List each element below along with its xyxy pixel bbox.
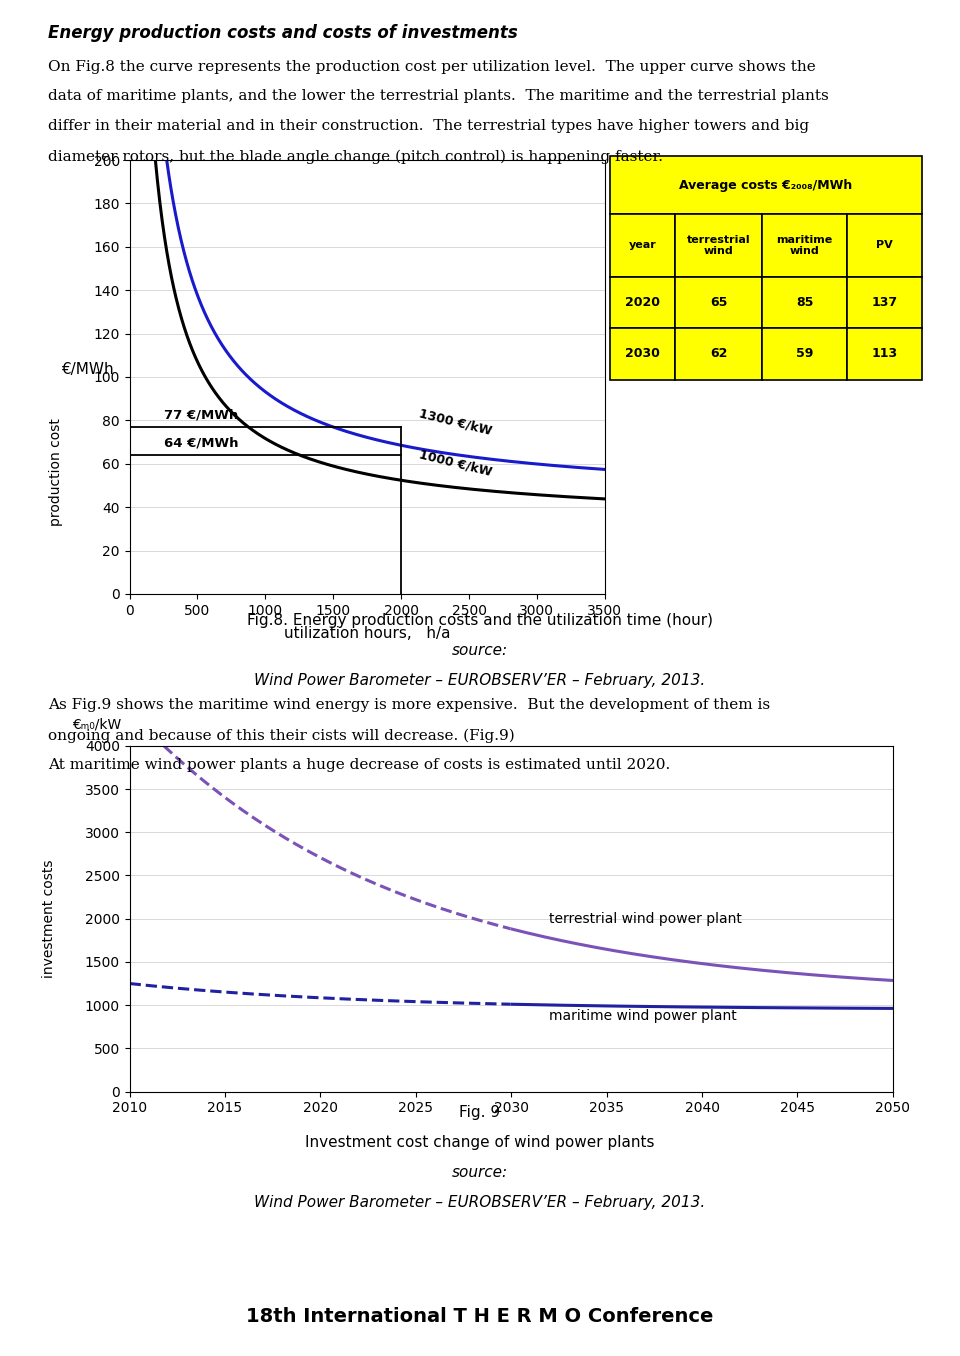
Text: 65: 65 <box>710 296 728 309</box>
Text: data of maritime plants, and the lower the terrestrial plants.  The maritime and: data of maritime plants, and the lower t… <box>48 89 828 103</box>
Text: Wind Power Barometer – EUROBSERV’ER – February, 2013.: Wind Power Barometer – EUROBSERV’ER – Fe… <box>254 673 706 687</box>
Bar <box>610 214 675 277</box>
Bar <box>675 328 762 380</box>
Text: investment costs: investment costs <box>42 860 57 978</box>
Text: 2030: 2030 <box>625 347 660 361</box>
Text: terrestrial
wind: terrestrial wind <box>687 235 751 256</box>
Bar <box>762 277 847 328</box>
Text: On Fig.8 the curve represents the production cost per utilization level.  The up: On Fig.8 the curve represents the produc… <box>48 60 816 73</box>
Bar <box>762 214 847 277</box>
Text: production cost: production cost <box>49 419 63 526</box>
Text: Fig. 9: Fig. 9 <box>460 1105 500 1120</box>
Bar <box>610 328 675 380</box>
Text: Wind Power Barometer – EUROBSERV’ER – February, 2013.: Wind Power Barometer – EUROBSERV’ER – Fe… <box>254 1195 706 1210</box>
Text: 137: 137 <box>871 296 898 309</box>
Text: 18th International T H E R M O Conference: 18th International T H E R M O Conferenc… <box>247 1307 713 1326</box>
Text: 1300 €/kW: 1300 €/kW <box>418 407 493 438</box>
Bar <box>847 328 922 380</box>
Text: 113: 113 <box>871 347 898 361</box>
Text: source:: source: <box>452 1165 508 1180</box>
Text: ongoing and because of this their cists will decrease. (Fig.9): ongoing and because of this their cists … <box>48 728 515 743</box>
Text: €ₘ₀/kW: €ₘ₀/kW <box>72 717 122 732</box>
Bar <box>675 277 762 328</box>
Bar <box>675 214 762 277</box>
Text: 2020: 2020 <box>625 296 660 309</box>
Text: 64 €/MWh: 64 €/MWh <box>163 437 238 450</box>
Text: maritime wind power plant: maritime wind power plant <box>549 1009 737 1024</box>
Text: Average costs €₂₀₀₈/MWh: Average costs €₂₀₀₈/MWh <box>679 179 852 191</box>
Text: terrestrial wind power plant: terrestrial wind power plant <box>549 911 742 926</box>
X-axis label: utilization hours,   h/a: utilization hours, h/a <box>284 626 450 641</box>
Bar <box>762 328 847 380</box>
Text: 62: 62 <box>710 347 728 361</box>
Bar <box>847 277 922 328</box>
Text: As Fig.9 shows the maritime wind energy is more expensive.  But the development : As Fig.9 shows the maritime wind energy … <box>48 698 770 712</box>
Text: year: year <box>629 240 657 251</box>
Text: PV: PV <box>876 240 893 251</box>
Text: diameter rotors, but the blade angle change (pitch control) is happening faster.: diameter rotors, but the blade angle cha… <box>48 149 663 164</box>
Bar <box>847 214 922 277</box>
Text: source:: source: <box>452 643 508 658</box>
Y-axis label: €/MWh: €/MWh <box>61 362 114 377</box>
Text: Energy production costs and costs of investments: Energy production costs and costs of inv… <box>48 24 517 42</box>
Text: 77 €/MWh: 77 €/MWh <box>163 408 238 422</box>
Text: Investment cost change of wind power plants: Investment cost change of wind power pla… <box>305 1135 655 1150</box>
Text: 85: 85 <box>796 296 813 309</box>
Text: differ in their material and in their construction.  The terrestrial types have : differ in their material and in their co… <box>48 119 809 133</box>
Text: 1000 €/kW: 1000 €/kW <box>418 449 493 479</box>
Text: At maritime wind power plants a huge decrease of costs is estimated until 2020.: At maritime wind power plants a huge dec… <box>48 758 670 772</box>
Bar <box>610 156 922 214</box>
Text: maritime
wind: maritime wind <box>777 235 832 256</box>
Text: Fig.8. Energy production costs and the utilization time (hour): Fig.8. Energy production costs and the u… <box>247 613 713 628</box>
Bar <box>610 277 675 328</box>
Text: 59: 59 <box>796 347 813 361</box>
